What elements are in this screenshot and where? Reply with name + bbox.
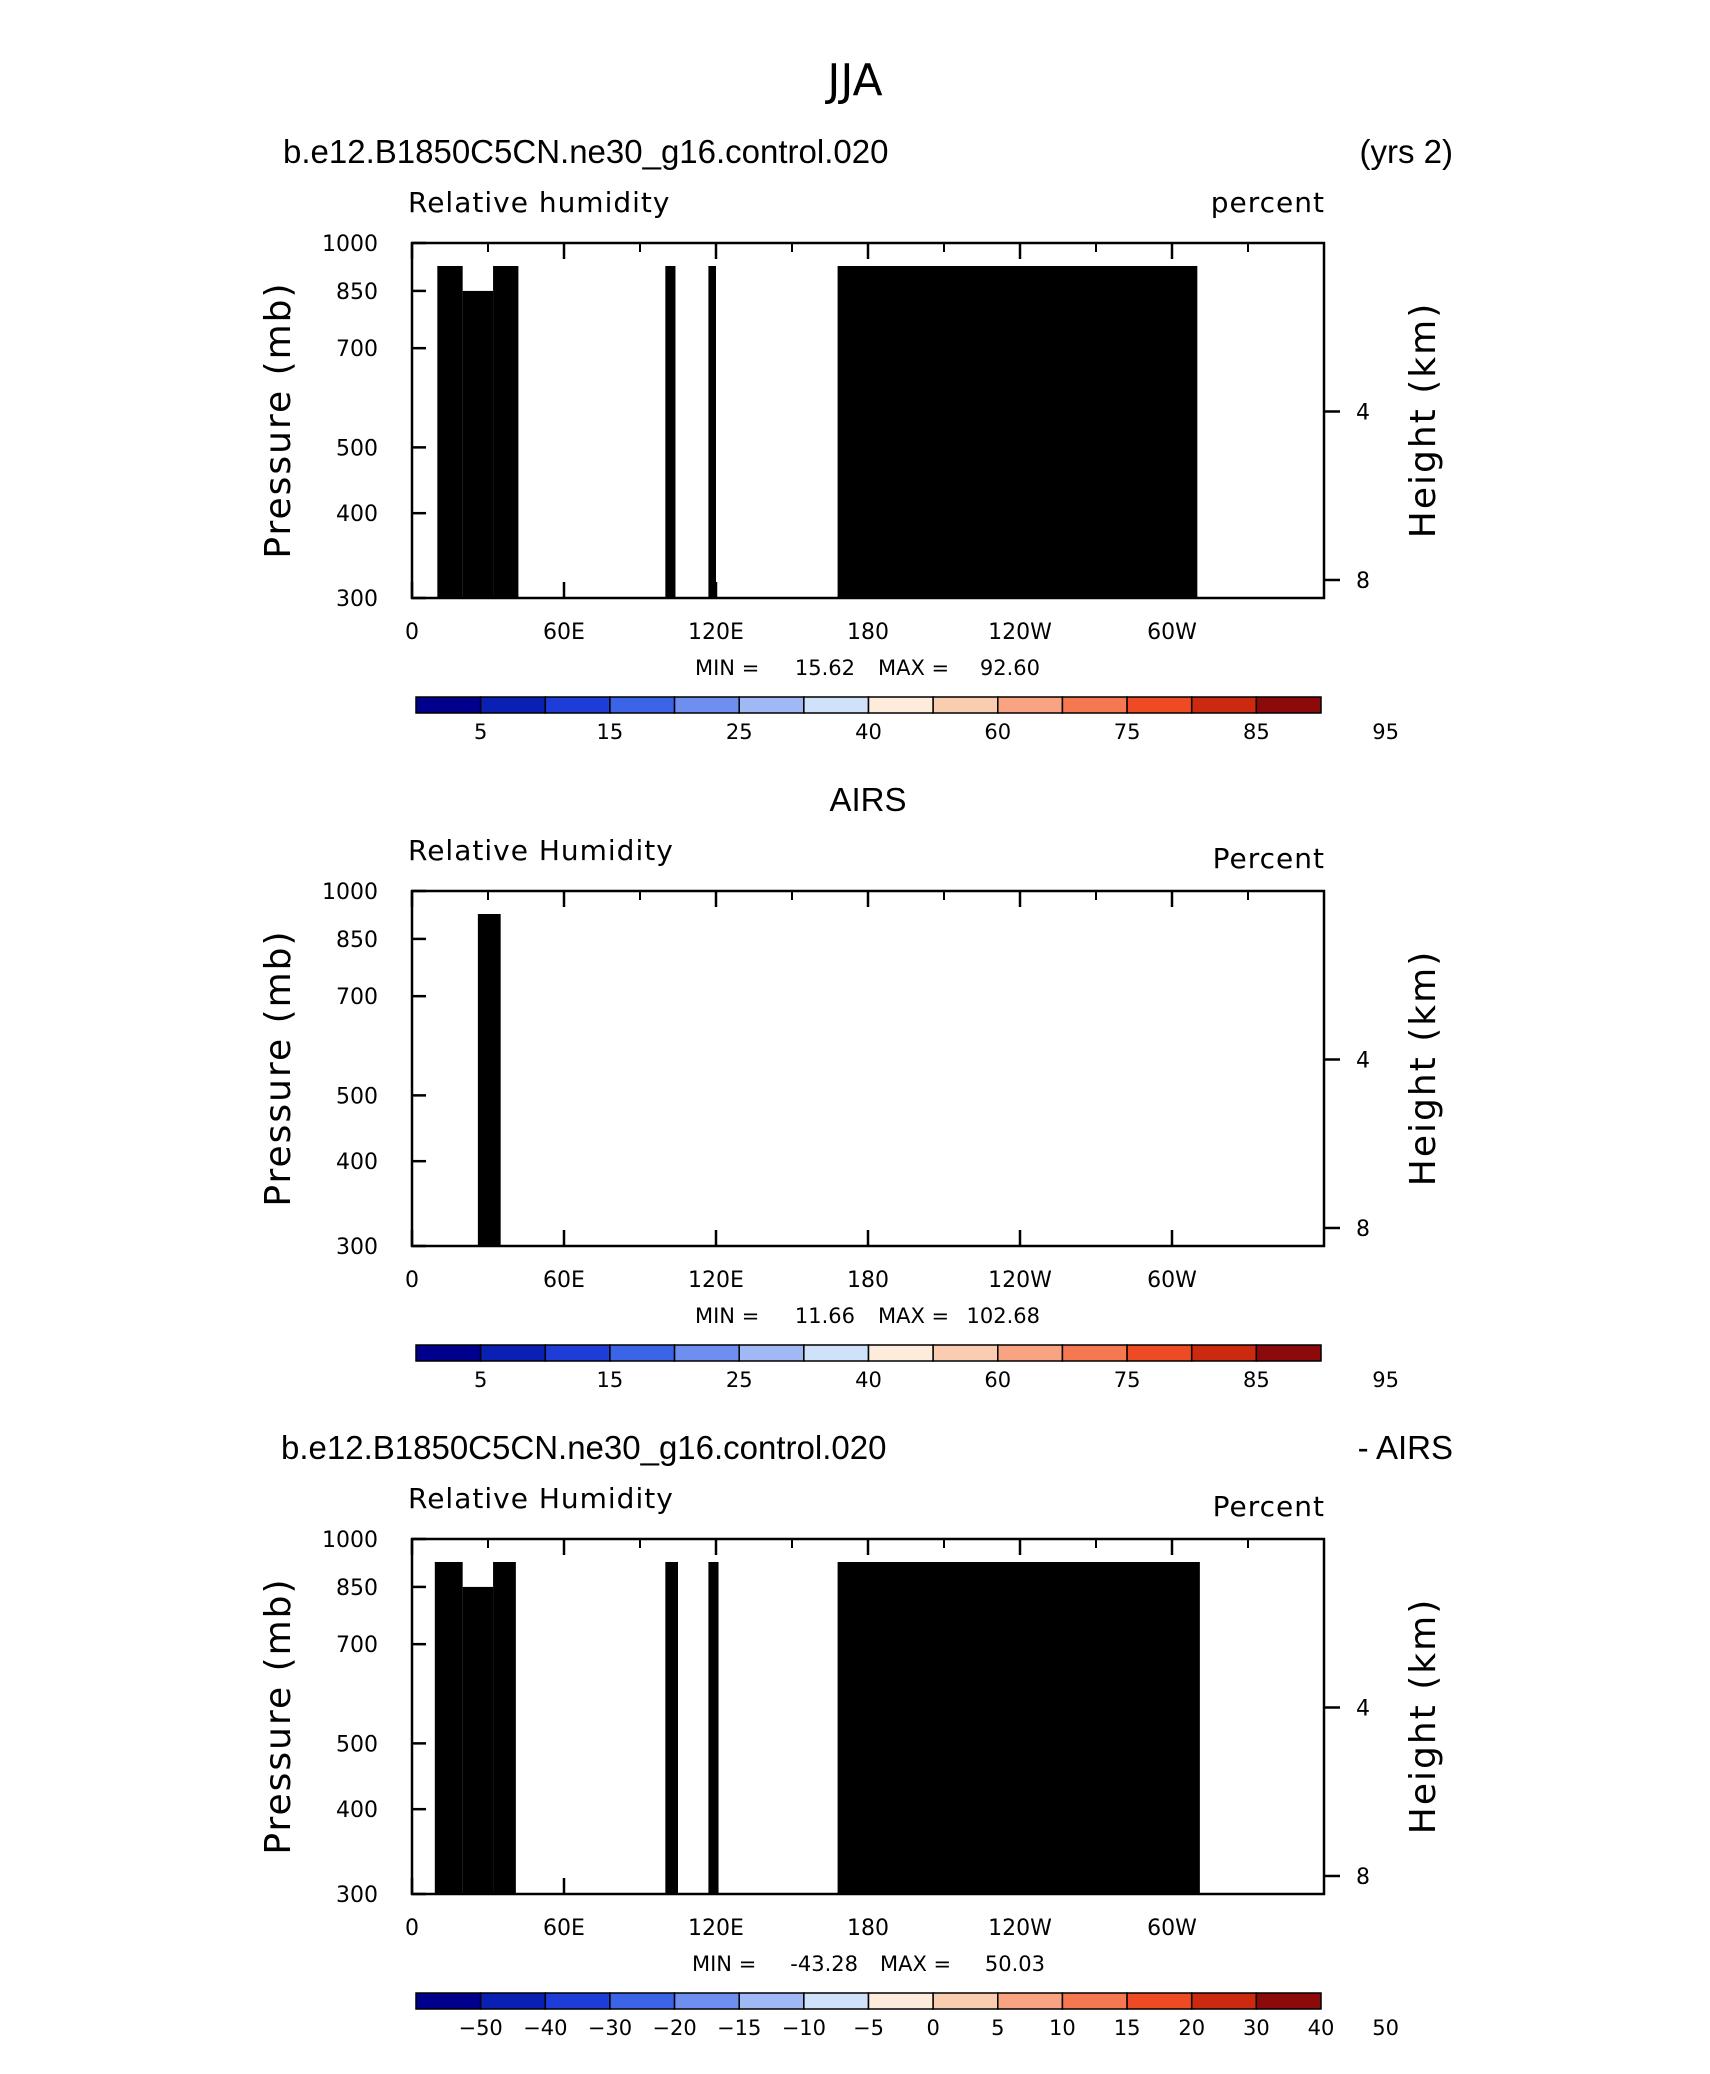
colorbar-label: 95 xyxy=(1372,720,1399,744)
x-tick-label: 0 xyxy=(405,620,419,645)
colorbar-swatch xyxy=(932,696,999,714)
y-axis-label: Pressure (mb) xyxy=(258,281,299,558)
colorbar-swatch xyxy=(867,696,934,714)
stat-min-label: MIN = xyxy=(695,656,759,680)
colorbar-swatch xyxy=(1255,696,1322,714)
colorbar-swatch xyxy=(803,696,870,714)
colorbar-swatch xyxy=(997,696,1064,714)
panel-model: b.e12.B1850C5CN.ne30_g16.control.020 (yr… xyxy=(258,133,1453,744)
x-tick-label: 180 xyxy=(847,620,889,645)
colorbar: 5 15 25 40 60 75 85 95 xyxy=(415,696,1399,744)
land-block xyxy=(493,265,519,598)
colorbar-label: 40 xyxy=(855,720,882,744)
colorbar-label: 5 xyxy=(474,720,487,744)
colorbar-swatch xyxy=(673,696,740,714)
colorbar-label: 85 xyxy=(1243,720,1270,744)
colorbar-swatch xyxy=(415,696,482,714)
land-block xyxy=(837,265,1198,598)
figure-title: JJA xyxy=(824,55,882,106)
panel-header-left: b.e12.B1850C5CN.ne30_g16.control.020 xyxy=(283,133,888,170)
y-tick-label: 300 xyxy=(336,587,378,612)
land-mask xyxy=(437,265,1198,598)
panel-subtitle-right: Percent xyxy=(1213,842,1325,875)
land-block xyxy=(665,265,676,598)
colorbar-swatch xyxy=(479,696,547,714)
panel-subtitle-right: percent xyxy=(1211,186,1325,219)
colorbar-label: 15 xyxy=(597,720,624,744)
y-tick-label: 500 xyxy=(336,436,378,461)
stats-line: MIN = 15.62 MAX = 92.60 xyxy=(695,656,1040,680)
y-tick-label: 1000 xyxy=(322,232,378,257)
y-tick-label: 850 xyxy=(336,280,378,305)
panel-subtitle-left: Relative humidity xyxy=(408,186,670,219)
land-block xyxy=(437,265,463,598)
colorbar-swatch xyxy=(738,696,805,714)
panel-obs: AIRS Relative Humidity Percent 0 60E 120E 1… xyxy=(258,781,1444,1392)
colorbar-swatch xyxy=(544,696,611,714)
colorbar-label: 75 xyxy=(1114,720,1141,744)
colorbar-swatch xyxy=(609,696,676,714)
y2-tick-label: 8 xyxy=(1356,569,1370,594)
land-block xyxy=(708,265,716,598)
land-block xyxy=(462,290,494,598)
panel-subtitle-left: Relative Humidity xyxy=(408,834,674,867)
panel-header-center: AIRS xyxy=(829,781,906,818)
y-tick-label: 700 xyxy=(336,337,378,362)
colorbar-swatch xyxy=(1190,696,1258,714)
colorbar-label: 25 xyxy=(726,720,753,744)
colorbar-label: 60 xyxy=(984,720,1011,744)
y-tick-label: 400 xyxy=(336,502,378,527)
stat-min-value: 15.62 xyxy=(795,656,855,680)
x-tick-label: 60W xyxy=(1147,620,1197,645)
x-tick-label: 120W xyxy=(988,620,1052,645)
stat-max-label: MAX = xyxy=(878,656,949,680)
x-tick-label: 120E xyxy=(688,620,744,645)
colorbar-swatch xyxy=(1061,696,1128,714)
axes: 0 60E 120E 180 120W 60W 300 400 500 700 850 1000 8 4 xyxy=(322,232,1370,645)
stat-max-value: 92.60 xyxy=(980,656,1040,680)
y2-axis-label: Height (km) xyxy=(1403,302,1444,538)
colorbar-swatch xyxy=(1126,696,1193,714)
panel-header-right: (yrs 2) xyxy=(1360,133,1454,170)
x-tick-label: 60E xyxy=(543,620,585,645)
y2-tick-label: 4 xyxy=(1356,400,1370,425)
